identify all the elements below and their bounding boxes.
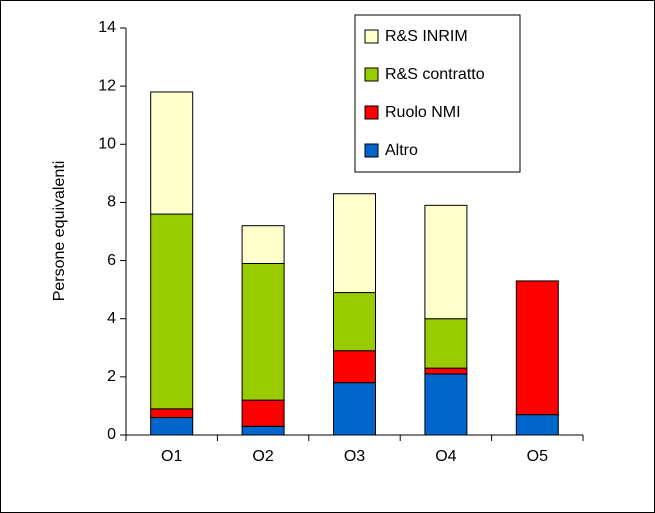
y-tick-label: 0	[107, 426, 116, 443]
y-tick-label: 10	[98, 136, 116, 153]
bar-segment	[333, 382, 376, 436]
x-tick-label: O2	[252, 448, 273, 465]
legend-label: R&S INRIM	[385, 28, 468, 45]
legend-box	[354, 14, 521, 173]
x-tick-label: O5	[527, 448, 548, 465]
y-tick-label: 6	[107, 252, 116, 269]
legend-swatch	[364, 143, 379, 158]
bar-segment	[150, 213, 194, 410]
bar-segment	[333, 292, 376, 352]
bar-segment	[424, 367, 468, 375]
bar-segment	[241, 399, 285, 427]
bar-segment	[150, 417, 194, 436]
bar-segment	[333, 193, 376, 294]
y-tick-label: 14	[98, 19, 116, 36]
y-tick-label: 4	[107, 310, 116, 327]
bar-segment	[515, 280, 559, 416]
y-tick-label: 12	[98, 77, 116, 94]
bar-segment	[424, 318, 468, 369]
bar-segment	[150, 408, 194, 419]
bar-segment	[333, 350, 376, 384]
y-tick-label: 8	[107, 194, 116, 211]
bar-segment	[150, 91, 194, 215]
y-tick-label: 2	[107, 368, 116, 385]
legend-swatch	[364, 105, 379, 120]
x-tick-label: O1	[161, 448, 182, 465]
bar-segment	[241, 425, 285, 436]
bar-segment	[241, 225, 285, 264]
x-tick-label: O3	[344, 448, 365, 465]
legend-swatch	[364, 67, 379, 82]
x-tick-label: O4	[435, 448, 456, 465]
legend-label: R&S contratto	[385, 66, 485, 83]
bar-segment	[424, 204, 468, 320]
legend-swatch	[364, 29, 379, 44]
legend-label: Altro	[385, 142, 418, 159]
y-axis-label: Persone equivalenti	[51, 161, 68, 302]
bar-segment	[241, 262, 285, 401]
bar-segment	[515, 414, 559, 436]
bar-segment	[424, 373, 468, 436]
legend-label: Ruolo NMI	[385, 104, 461, 121]
